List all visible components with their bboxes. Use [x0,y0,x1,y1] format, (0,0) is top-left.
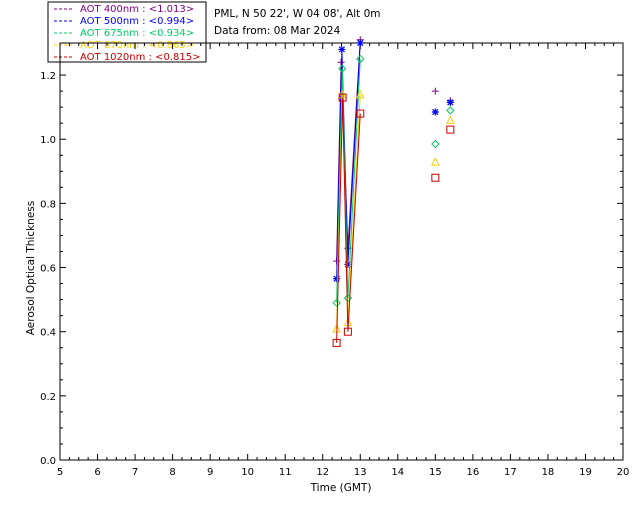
data-point-diamond [431,139,440,149]
site-info: PML, N 50 22', W 04 08', Alt 0m [214,8,381,20]
y-tick-label: 0.4 [40,328,56,339]
data-point-triangle [446,115,455,124]
series-line [336,59,361,303]
y-tick-label: 0.2 [40,392,56,403]
data-point-diamond [338,64,347,73]
axes: 5 6 7 8 9 10 11 12 13 14 15 16 17 18 19 20 0.0 0.2 0.4 0.6 0… [40,43,629,478]
data-point-square [332,338,341,347]
legend-entry: AOT 400nm : <1.013> [54,4,194,15]
x-tick-label: 16 [466,467,479,478]
data-point-diamond [446,106,455,115]
data-point-square [338,93,347,102]
legend-entry: AOT 1020nm : <0.815> [54,52,200,63]
series-line [336,97,361,343]
x-tick-label: 15 [429,467,442,478]
x-tick-label: 14 [391,467,404,478]
data-point-diamond [332,298,341,308]
data-point-triangle [431,157,440,166]
x-tick-label: 6 [94,467,100,478]
x-tick-label: 7 [132,467,138,478]
data-point-asterisk [446,98,454,106]
x-tick-label: 19 [579,467,592,478]
data-point-asterisk [344,260,352,268]
y-tick-label: 0.0 [40,456,56,467]
data-point-square [431,173,440,182]
x-tick-label: 17 [504,467,517,478]
legend-entry: AOT 870nm : <0.865> [54,40,194,51]
data-point-square [343,327,352,336]
legend-entry: AOT 675nm : <0.934> [54,28,194,39]
series [332,54,455,308]
legend-label: AOT 675nm : <0.934> [80,28,194,39]
data-point-asterisk [356,39,364,47]
legend-label: AOT 1020nm : <0.815> [80,52,200,63]
legend-entry: AOT 500nm : <0.994> [54,16,194,27]
legend-label: AOT 500nm : <0.994> [80,16,194,27]
x-tick-label: 11 [279,467,292,478]
data-point-asterisk [431,108,439,116]
y-axis-label: Aerosol Optical Thickness [25,201,37,335]
date-info: Data from: 08 Mar 2024 [214,25,341,37]
data-point-asterisk [338,45,346,53]
x-tick-label: 18 [542,467,555,478]
x-tick-label: 5 [57,467,63,478]
series-layer [332,36,455,347]
data-point-square [356,109,365,118]
y-tick-label: 1.0 [40,135,56,146]
data-point-asterisk [333,275,341,283]
x-tick-label: 13 [354,467,367,478]
x-tick-label: 8 [169,467,175,478]
x-tick-label: 9 [207,467,213,478]
data-point-diamond [356,54,365,64]
legend-label: AOT 400nm : <1.013> [80,4,194,15]
y-tick-label: 1.2 [40,71,56,82]
x-tick-label: 10 [241,467,254,478]
y-tick-label: 0.8 [40,199,56,210]
x-tick-label: 20 [617,467,630,478]
series [333,39,454,283]
data-point-square [446,125,455,134]
legend: AOT 400nm : <1.013>AOT 500nm : <0.994>AO… [47,1,207,63]
data-point-plus [431,87,439,95]
data-point-triangle [355,89,365,99]
x-tick-label: 12 [316,467,329,478]
legend-label: AOT 870nm : <0.865> [80,40,194,51]
y-tick-label: 0.6 [40,264,56,275]
series [332,93,455,347]
x-axis-label: Time (GMT) [310,482,372,494]
legend-frame [47,1,207,63]
